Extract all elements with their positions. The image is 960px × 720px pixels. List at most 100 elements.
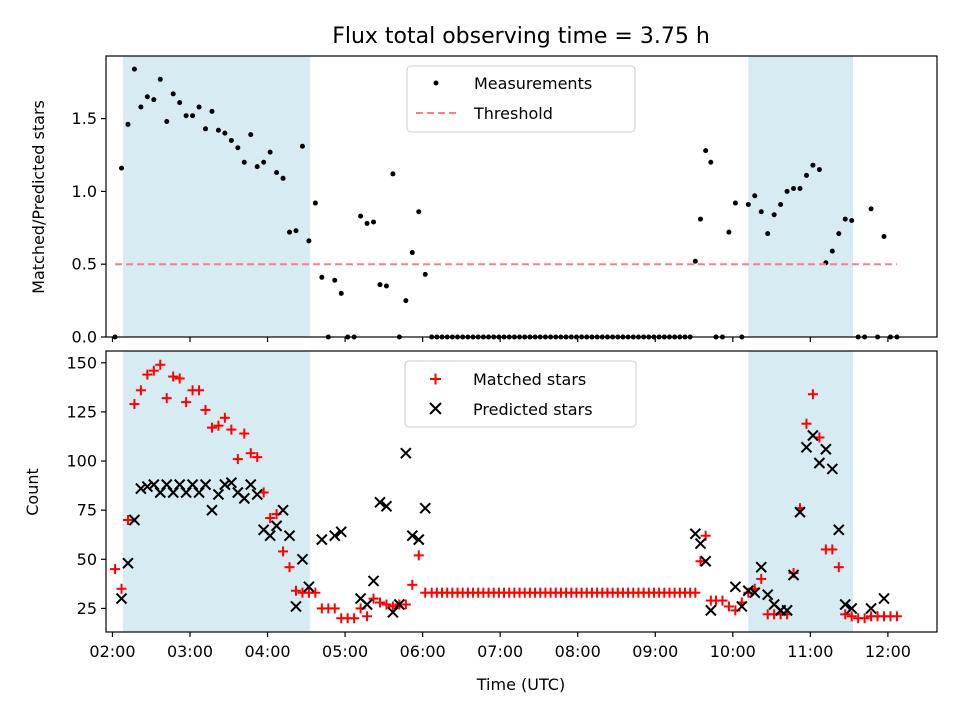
matched-point (756, 573, 767, 584)
count-panel: 25 50 75 100 125 150 02:00 03:00 04:00 05:00 06:0… (23, 350, 938, 694)
predicted-point (270, 520, 283, 532)
measurement-point (196, 104, 202, 110)
predicted-point (865, 602, 877, 615)
measurement-point (228, 137, 234, 143)
measurement-point (151, 97, 157, 103)
x-tick-label: 11:00 (787, 642, 833, 661)
measurement-point (319, 274, 325, 280)
measurement-point (177, 100, 183, 106)
predicted-point (264, 530, 276, 542)
count-legend: Matched stars Predicted stars (404, 360, 637, 428)
measurement-point (697, 216, 703, 222)
y-tick-label: 75 (77, 501, 97, 520)
predicted-point (329, 530, 341, 542)
measurement-point (190, 113, 196, 119)
matched-point (891, 611, 902, 622)
matched-point (400, 599, 411, 610)
x-tick-label: 07:00 (477, 642, 523, 661)
y-tick-label: 0.0 (72, 328, 97, 347)
predicted-point (807, 429, 819, 442)
measurement-point (138, 104, 144, 110)
x-tick-label: 06:00 (400, 642, 446, 661)
predicted-point (335, 526, 347, 538)
x-tick-label: 05:00 (322, 642, 368, 661)
ratio-y-axis: 0.0 0.5 1.0 1.5 (72, 109, 106, 347)
matched-point (226, 424, 237, 435)
predicted-point (787, 569, 800, 581)
predicted-point (699, 555, 712, 567)
matched-point (142, 369, 153, 380)
predicted-point (820, 443, 832, 455)
measurement-point (261, 159, 267, 165)
measurement-point (758, 209, 764, 215)
measurement-point (409, 250, 415, 256)
predicted-point (316, 533, 328, 546)
measurement-point (332, 277, 338, 283)
matched-point (122, 514, 133, 525)
matched-point (290, 585, 301, 596)
matched-point (284, 562, 295, 573)
matched-point (840, 609, 851, 620)
ratio-legend: Measurements Threshold (406, 65, 636, 133)
y-tick-label: 50 (77, 550, 97, 569)
measurement-point (791, 185, 797, 191)
measurement-point (358, 213, 364, 219)
measurement-point (692, 258, 698, 264)
measurement-point (849, 218, 855, 224)
measurement-point (144, 94, 150, 100)
y-tick-label: 1.0 (72, 182, 97, 201)
x-tick-label: 09:00 (632, 642, 678, 661)
predicted-point (813, 457, 826, 469)
predicted-point (689, 528, 702, 540)
predicted-point (290, 600, 302, 613)
count-plot-area (110, 359, 902, 624)
matched-point (717, 595, 728, 606)
matched-point (278, 546, 289, 557)
matched-point (245, 448, 256, 459)
measurement-point (708, 159, 714, 165)
predicted-point (800, 441, 813, 453)
measurement-point (390, 171, 396, 177)
matched-point (362, 611, 373, 622)
measurement-point (829, 248, 835, 254)
measurement-point (274, 169, 280, 175)
measurement-point (810, 162, 816, 168)
measurement-point (797, 185, 803, 191)
predicted-point (361, 598, 373, 611)
matched-point (846, 611, 857, 622)
predicted-point (393, 598, 406, 611)
predicted-point (135, 482, 147, 495)
series-matched-stars (110, 359, 902, 624)
chart-title: Flux total observing time = 3.75 h (332, 24, 710, 49)
x-tick-label: 08:00 (555, 642, 601, 661)
legend-measurements-marker (433, 80, 439, 86)
predicted-point (367, 575, 380, 587)
x-tick-label: 04:00 (244, 642, 290, 661)
matched-point (349, 613, 360, 624)
matched-point (827, 544, 838, 555)
x-axis-label: Time (UTC) (476, 675, 565, 694)
predicted-point (245, 478, 257, 491)
measurement-point (868, 206, 874, 212)
matched-point (413, 550, 424, 561)
predicted-point (729, 581, 742, 593)
matched-point (174, 373, 185, 384)
matched-point (200, 404, 211, 415)
measurement-point (364, 220, 370, 226)
measurement-point (752, 193, 758, 199)
observing-window (122, 56, 311, 337)
matched-point (723, 601, 734, 612)
observing-windows (122, 56, 853, 337)
predicted-point (238, 492, 250, 505)
matched-point (859, 613, 870, 624)
measurement-point (377, 282, 383, 288)
measurement-point (371, 219, 377, 225)
matched-point (129, 399, 140, 410)
predicted-point (749, 586, 761, 599)
predicted-point (277, 504, 289, 516)
predicted-point (122, 557, 134, 569)
measurement-point (222, 130, 228, 136)
matched-point (116, 583, 127, 594)
matched-point (155, 359, 166, 370)
count-y-axis-label: Count (23, 468, 42, 516)
